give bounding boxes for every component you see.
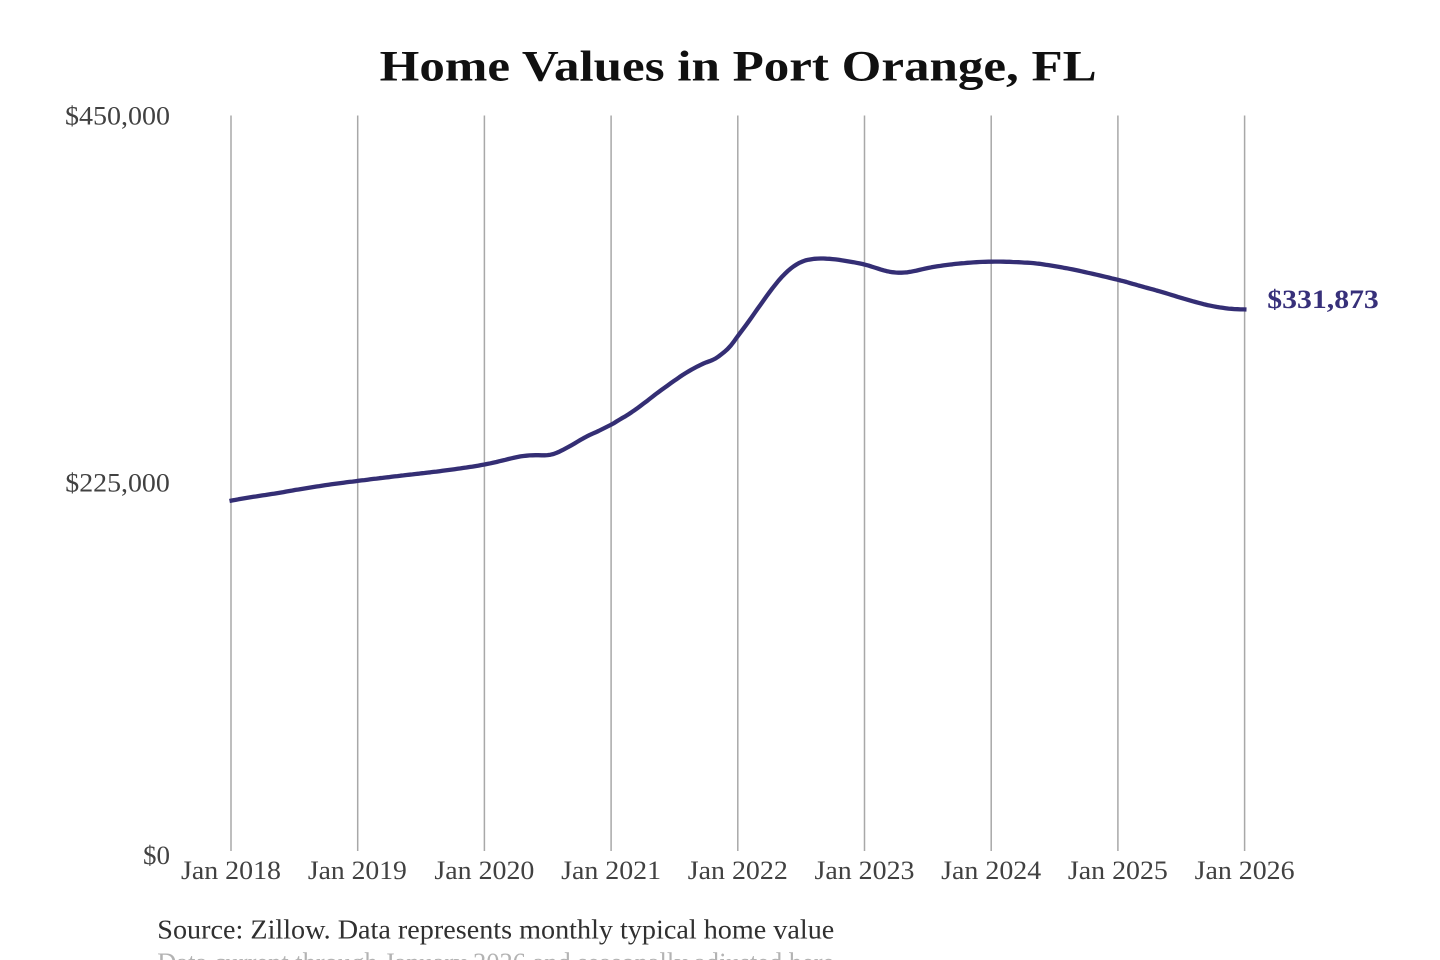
svg-text:Jan 2025: Jan 2025: [1068, 856, 1168, 885]
svg-text:Jan 2019: Jan 2019: [308, 856, 407, 885]
svg-text:Jan 2026: Jan 2026: [1195, 856, 1295, 885]
svg-text:Jan 2018: Jan 2018: [181, 856, 281, 885]
svg-text:Jan 2021: Jan 2021: [561, 856, 661, 885]
svg-text:Data current through January 2: Data current through January 2026 and se…: [157, 947, 834, 960]
svg-text:Jan 2024: Jan 2024: [941, 856, 1041, 885]
svg-text:Jan 2022: Jan 2022: [688, 856, 788, 885]
svg-text:$0: $0: [143, 841, 170, 870]
svg-text:Jan 2020: Jan 2020: [434, 856, 534, 885]
svg-text:Jan 2023: Jan 2023: [815, 856, 915, 885]
svg-text:Source: Zillow. Data represent: Source: Zillow. Data represents monthly …: [157, 914, 834, 945]
svg-text:$450,000: $450,000: [65, 101, 170, 130]
svg-text:$225,000: $225,000: [65, 469, 170, 498]
svg-text:$331,873: $331,873: [1267, 284, 1379, 314]
svg-text:Home Values in Port Orange, FL: Home Values in Port Orange, FL: [380, 43, 1097, 90]
